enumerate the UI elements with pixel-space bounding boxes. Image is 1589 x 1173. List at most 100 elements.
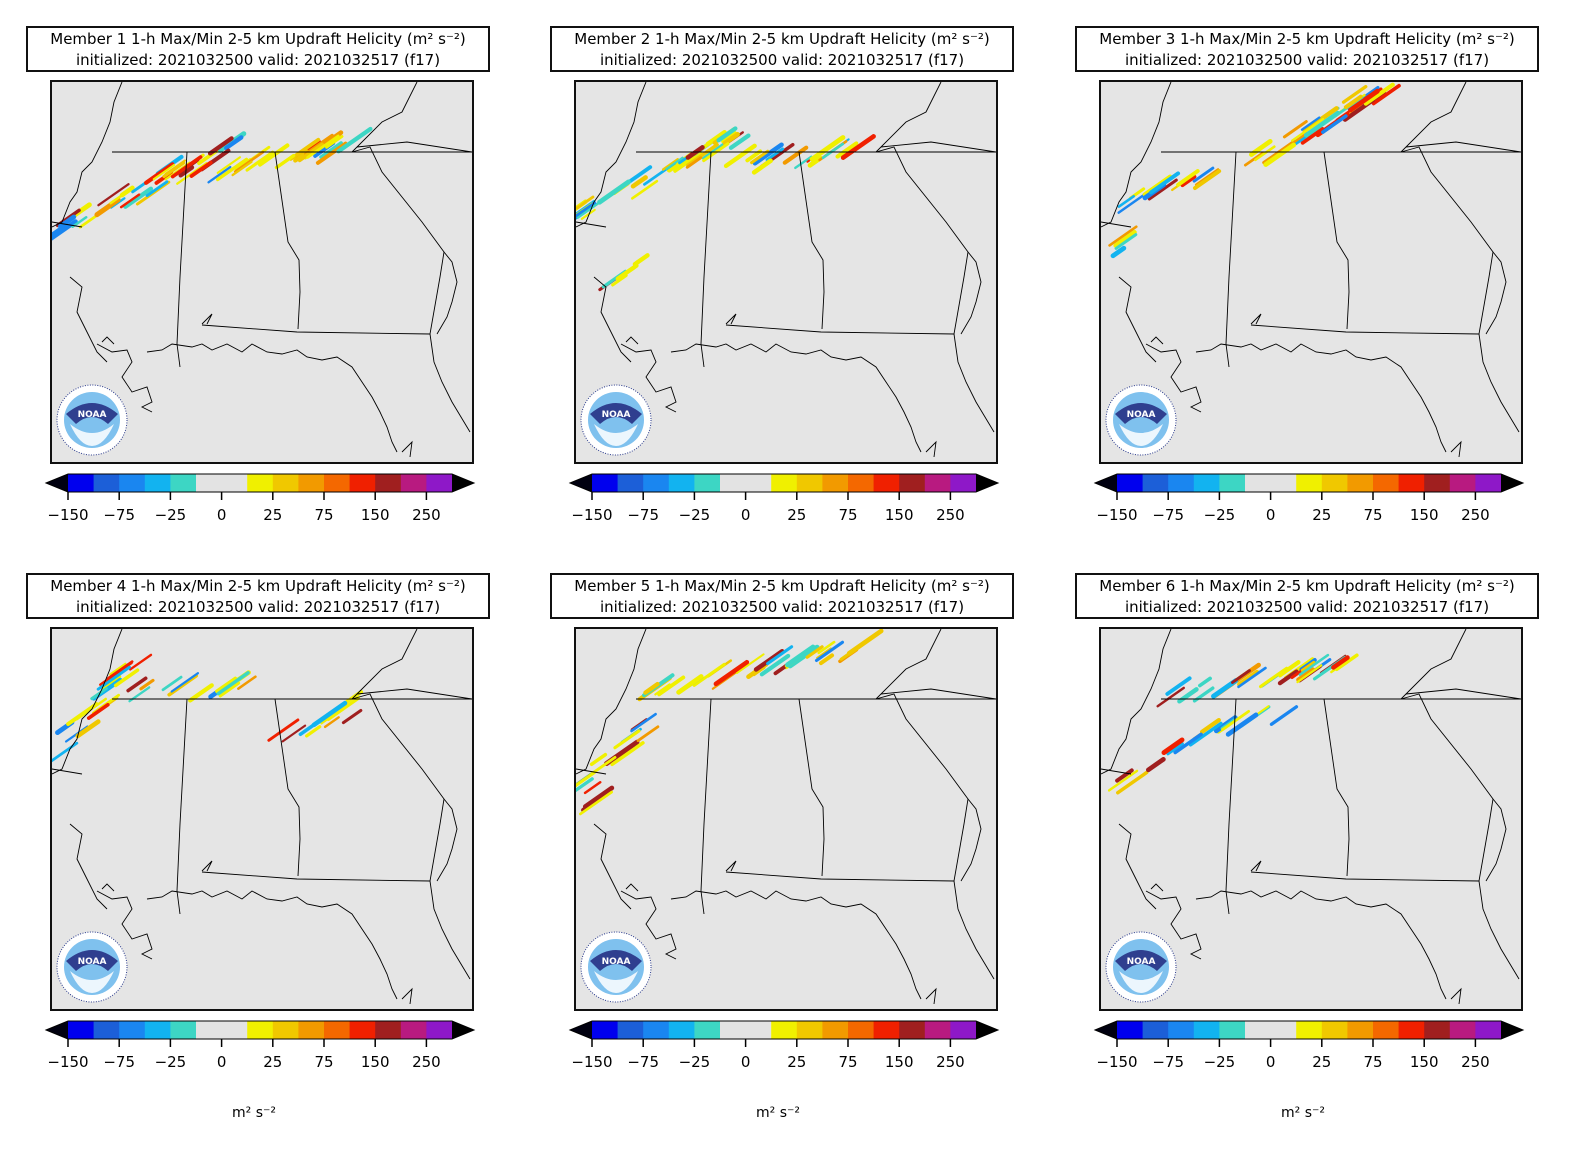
map-border-line [725,871,955,882]
helicity-streak [630,175,648,189]
helicity-streak [782,145,809,165]
colorbar-segment [771,1021,798,1039]
map-border-line [1225,151,1237,368]
colorbar-segment [617,1021,644,1039]
map-border-line [52,629,123,775]
map-border-line [1118,823,1157,910]
map-canvas [1101,629,1521,1005]
colorbar-tick-label: 150 [1410,506,1439,524]
helicity-streak [167,674,198,697]
colorbar-segment [324,1021,351,1039]
panel-title: Member 2 1-h Max/Min 2-5 km Updraft Heli… [574,30,990,48]
helicity-streak [109,662,127,676]
helicity-streak [1145,756,1166,773]
helicity-streak [1300,127,1325,145]
helicity-streak [821,142,845,160]
map-border-line [1485,798,1507,882]
helicity-streak [636,725,660,743]
helicity-streak [1293,135,1308,146]
panel-title-box: Member 1 1-h Max/Min 2-5 km Updraft Heli… [26,26,490,72]
helicity-streak [805,645,824,659]
map-border-line [146,890,398,1000]
helicity-streak [1188,721,1223,747]
helicity-streak [126,676,148,693]
colorbar: −150 −75 −25 0 25 75 150 250 [1093,1020,1525,1091]
helicity-streak [1335,653,1359,672]
map-border-line [356,141,472,153]
colorbar-segment [93,1021,120,1039]
panel-title-box: Member 2 1-h Max/Min 2-5 km Updraft Heli… [550,26,1014,72]
colorbar-segment [272,474,299,492]
map-border-line [576,768,607,775]
map-border-line [351,693,445,882]
colorbar-segment [924,1021,951,1039]
helicity-streak [52,223,68,238]
panel-init-valid-label: initialized: 2021032500 valid: 202103251… [1124,51,1490,69]
colorbar-segment [1219,474,1246,492]
helicity-streak [1193,169,1222,191]
colorbar-segment [221,1021,248,1039]
colorbar-segment [1270,1021,1297,1039]
map-border-line [1118,276,1157,363]
helicity-streak [1225,712,1259,737]
colorbar-segment [873,1021,900,1039]
colorbar-segment [950,474,977,492]
helicity-streak [1231,669,1251,684]
colorbar-segment [68,1021,95,1039]
helicity-streak [1300,660,1316,673]
colorbar-extend-min [570,1021,592,1039]
colorbar-segment [1475,1021,1502,1039]
map-border-line [101,336,115,345]
colorbar-segment [668,474,695,492]
helicity-streak [113,668,140,688]
svg-text:NOAA: NOAA [602,957,631,967]
helicity-streak [1269,705,1299,726]
helicity-streak [75,719,101,739]
colorbar-segment [144,474,171,492]
helicity-streak [705,129,727,147]
colorbar: −150 −75 −25 0 25 75 150 250 [568,473,1000,544]
colorbar-segment [745,1021,772,1039]
colorbar-segment [771,474,798,492]
colorbar-tick-label: −25 [1204,1053,1236,1071]
colorbar-segment [1321,1021,1348,1039]
helicity-streak [161,675,183,692]
noaa-logo-icon: NOAA [1105,384,1177,456]
helicity-streak [665,156,684,170]
map-border-line [725,860,737,872]
helicity-streak [1237,666,1267,689]
colorbar-tick-label: −75 [1152,506,1184,524]
map-border-line [700,698,712,915]
helicity-streak [654,683,671,696]
map-border-line [1195,890,1447,1000]
map-border-line [593,823,632,910]
helicity-streak [685,156,703,169]
helicity-streak [722,131,740,146]
colorbar-segment [1475,474,1502,492]
colorbar: −150 −75 −25 0 25 75 150 250 [44,1020,476,1091]
helicity-streak [728,133,751,150]
panel-title-box: Member 5 1-h Max/Min 2-5 km Updraft Heli… [550,573,1014,619]
helicity-streak [579,790,613,816]
colorbar-tick-label: −75 [103,1053,135,1071]
colorbar: −150 −75 −25 0 25 75 150 250 [44,473,476,544]
helicity-streak [576,777,594,793]
map-border-line [875,693,969,882]
colorbar-segment [324,474,351,492]
map-border-line [1145,343,1202,413]
helicity-streak [129,653,153,671]
member-panel-6: Member 6 1-h Max/Min 2-5 km Updraft Heli… [1075,573,1575,1121]
svg-text:NOAA: NOAA [1127,957,1156,967]
map-border-line [146,343,398,453]
map-frame: NOAA [1099,80,1523,464]
colorbar-extend-max [452,474,474,492]
helicity-streak [1331,655,1350,670]
colorbar-tick-label: −75 [627,1053,659,1071]
colorbar-tick-label: 250 [936,1053,965,1071]
map-border-line [176,698,188,915]
colorbar-tick-label: 150 [1410,1053,1439,1071]
colorbar-tick-label: 250 [412,1053,441,1071]
map-border-line [351,629,418,700]
colorbar-segment [643,1021,670,1039]
colorbar-tick-label: 250 [412,506,441,524]
